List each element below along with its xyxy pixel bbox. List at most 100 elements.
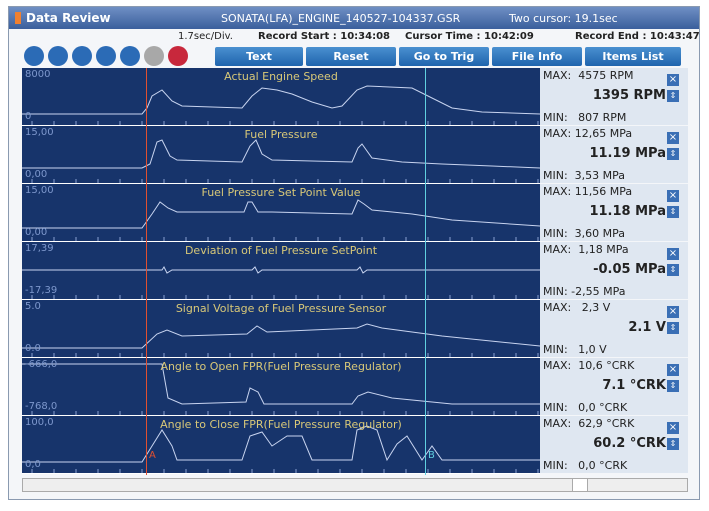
trace-panel: 15,00 0,00 Fuel Pressure (22, 126, 540, 183)
trace-title: Fuel Pressure Set Point Value (201, 186, 361, 199)
cursor-time: Cursor Time : 10:42:09 (405, 31, 534, 42)
trace-line (22, 323, 540, 349)
max-value: MAX: 4575 RPM (543, 69, 634, 82)
value-panel: MAX: 1,18 MPa -0.05 MPa MIN: -2,55 MPa ×… (540, 242, 688, 299)
top-scale: 5.0 (25, 301, 41, 312)
close-button[interactable]: × (667, 190, 679, 202)
close-button[interactable]: × (667, 364, 679, 376)
max-value: MAX: 12,65 MPa (543, 127, 633, 140)
trace (22, 363, 540, 415)
reset-button[interactable]: Reset Min.Max (306, 47, 396, 82)
trig-button[interactable]: Go to Trig (399, 47, 489, 66)
min-value: MIN: 1,0 V (543, 343, 607, 356)
min-value: MIN: 0,0 °CRK (543, 401, 628, 414)
bottom-scale: 0,00 (25, 227, 48, 238)
current-value: 11.18 MPa (589, 204, 666, 219)
spin-button[interactable]: ⇕ (667, 264, 679, 276)
spin-button[interactable]: ⇕ (667, 322, 679, 334)
cursor-a-line[interactable] (146, 68, 147, 475)
bottom-scale: 0 (25, 111, 32, 122)
close-button[interactable]: × (667, 422, 679, 434)
scroll-thumb[interactable] (572, 479, 588, 491)
items-button[interactable]: Items List (585, 47, 681, 66)
top-scale: 100,0 (25, 417, 54, 428)
spin-button[interactable]: ⇕ (667, 148, 679, 160)
stop-button[interactable] (72, 46, 92, 66)
first-button[interactable] (24, 46, 44, 66)
trace-panel: 8000 0 Actual Engine Speed (22, 68, 540, 125)
min-value: MIN: 3,60 MPa (543, 227, 626, 240)
spin-button[interactable]: ⇕ (667, 438, 679, 450)
spin-button[interactable]: ⇕ (667, 380, 679, 392)
top-scale: -666,0 (25, 359, 58, 370)
trace-panel: -666,0 -768,0 Angle to Open FPR(Fuel Pre… (22, 358, 540, 415)
prev-button[interactable] (48, 46, 68, 66)
separator (22, 183, 540, 184)
current-value: 2.1 V (628, 320, 666, 335)
value-panel: MAX: 4575 RPM 1395 RPM MIN: 807 RPM × ⇕ (540, 68, 688, 125)
trace (22, 199, 540, 241)
trace-line (22, 363, 540, 405)
zoom-out-button[interactable] (168, 46, 188, 66)
text-dropdown[interactable]: Text (215, 47, 303, 66)
trace-line (22, 266, 540, 274)
trace-title: Angle to Open FPR(Fuel Pressure Regulato… (160, 360, 402, 373)
cursor-b-line[interactable] (425, 68, 426, 475)
max-value: MAX: 2,3 V (543, 301, 611, 314)
record-end: Record End : 10:43:47 (575, 31, 700, 42)
top-scale: 15,00 (25, 127, 54, 138)
current-value: 1395 RPM (592, 88, 666, 103)
trace-line (22, 199, 540, 229)
separator (22, 125, 540, 126)
current-value: 11.19 MPa (589, 146, 666, 161)
next-button[interactable] (96, 46, 116, 66)
current-value: -0.05 MPa (593, 262, 666, 277)
trace (22, 425, 540, 473)
bottom-scale: 0.0 (25, 343, 41, 354)
last-button[interactable] (120, 46, 140, 66)
trace-title: Signal Voltage of Fuel Pressure Sensor (175, 302, 387, 315)
spin-button[interactable]: ⇕ (667, 206, 679, 218)
close-button[interactable]: × (667, 74, 679, 86)
trace-panel: 15,00 0,00 Fuel Pressure Set Point Value (22, 184, 540, 241)
close-button[interactable]: × (667, 306, 679, 318)
scrollbar[interactable] (22, 478, 688, 492)
title-bar: Data Review SONATA(LFA)_ENGINE_140527-10… (9, 7, 699, 29)
window-title: Data Review (26, 11, 111, 25)
value-panel: MAX: 11,56 MPa 11.18 MPa MIN: 3,60 MPa ×… (540, 184, 688, 241)
trace-panel: 100,0 0,0 Angle to Close FPR(Fuel Pressu… (22, 416, 540, 473)
current-value: 7.1 °CRK (602, 378, 666, 393)
min-value: MIN: 0,0 °CRK (543, 459, 628, 472)
cursor-span: Two cursor: 19.1sec (509, 12, 618, 25)
trace-title: Actual Engine Speed (224, 70, 338, 83)
trace (22, 323, 540, 357)
top-scale: 17,39 (25, 243, 54, 254)
trace (22, 139, 540, 183)
top-scale: 15,00 (25, 185, 54, 196)
value-panel: MAX: 12,65 MPa 11.19 MPa MIN: 3,53 MPa ×… (540, 126, 688, 183)
cursor-b-label: B (428, 450, 435, 461)
bottom-scale: -768,0 (25, 401, 58, 412)
max-value: MAX: 62,9 °CRK (543, 417, 635, 430)
separator (22, 241, 540, 242)
current-value: 60.2 °CRK (593, 436, 666, 451)
cursor-a-label: A (149, 450, 156, 461)
max-value: MAX: 10,6 °CRK (543, 359, 635, 372)
close-button[interactable]: × (667, 132, 679, 144)
trace-line (22, 139, 540, 169)
trace (22, 266, 540, 299)
app-icon (15, 12, 21, 24)
value-panel: MAX: 2,3 V 2.1 V MIN: 1,0 V × ⇕ (540, 300, 688, 357)
file-info-button[interactable]: File Info (492, 47, 582, 66)
trace (22, 85, 540, 125)
min-value: MIN: -2,55 MPa (543, 285, 626, 298)
trace-panel: 5.0 0.0 Signal Voltage of Fuel Pressure … (22, 300, 540, 357)
max-value: MAX: 1,18 MPa (543, 243, 629, 256)
close-button[interactable]: × (667, 248, 679, 260)
separator (22, 299, 540, 300)
separator (22, 415, 540, 416)
separator (22, 357, 540, 358)
zoom-in-button[interactable] (144, 46, 164, 66)
top-scale: 8000 (25, 69, 51, 80)
spin-button[interactable]: ⇕ (667, 90, 679, 102)
